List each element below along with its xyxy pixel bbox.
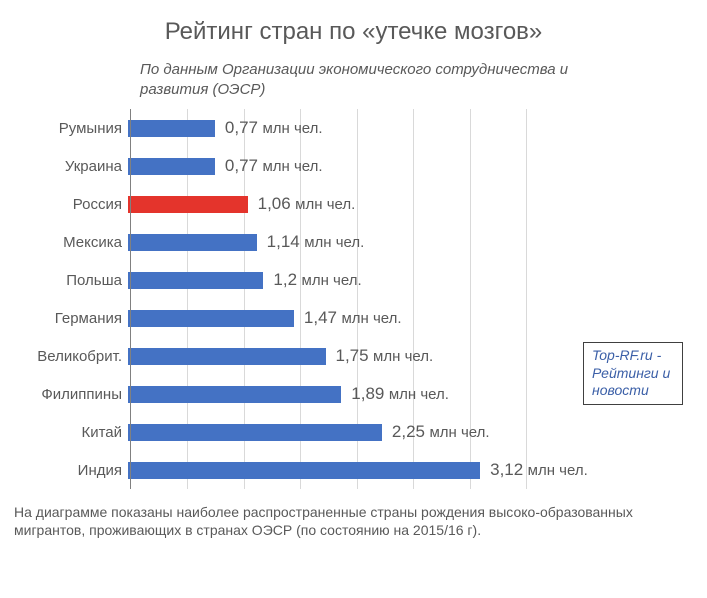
value-label: 3,12 млн чел. [490,460,588,480]
value-number: 2,25 [392,422,425,441]
value-number: 1,2 [273,270,297,289]
category-label: Индия [10,462,128,479]
value-label: 1,89 млн чел. [351,384,449,404]
value-unit: млн чел. [389,386,449,403]
value-label: 2,25 млн чел. [392,422,490,442]
category-label: Мексика [10,234,128,251]
bar [128,386,341,403]
value-number: 0,77 [225,118,258,137]
bar-area: 1,06 млн чел. [128,185,690,223]
value-unit: млн чел. [528,462,588,479]
category-label: Россия [10,196,128,213]
bar [128,348,326,365]
bar-area: 1,47 млн чел. [128,299,690,337]
bar-chart: Румыния 0,77 млн чел. Украина 0,77 млн чел.… [10,109,690,489]
value-unit: млн чел. [373,348,433,365]
category-label: Великобрит. [10,348,128,365]
value-number: 1,75 [336,346,369,365]
table-row: Китай 2,25 млн чел. [10,413,690,451]
category-label: Филиппины [10,386,128,403]
value-label: 0,77 млн чел. [225,118,323,138]
category-label: Польша [10,272,128,289]
value-number: 0,77 [225,156,258,175]
table-row: Индия 3,12 млн чел. [10,451,690,489]
value-label: 1,2 млн чел. [273,270,361,290]
value-number: 1,14 [267,232,300,251]
category-label: Германия [10,310,128,327]
bar [128,462,480,479]
y-axis-line [130,109,131,489]
bar-area: 2,25 млн чел. [128,413,690,451]
value-number: 1,89 [351,384,384,403]
bar [128,310,294,327]
category-label: Румыния [10,120,128,137]
value-number: 1,06 [258,194,291,213]
chart-subtitle: По данным Организации экономического сот… [140,60,580,99]
table-row: Россия 1,06 млн чел. [10,185,690,223]
table-row: Мексика 1,14 млн чел. [10,223,690,261]
value-label: 1,47 млн чел. [304,308,402,328]
bar-area: 3,12 млн чел. [128,451,690,489]
bar-area: 1,2 млн чел. [128,261,690,299]
bar-area: 0,77 млн чел. [128,147,690,185]
value-unit: млн чел. [429,424,489,441]
value-label: 1,06 млн чел. [258,194,356,214]
bar [128,158,215,175]
bar [128,272,263,289]
chart-title: Рейтинг стран по «утечке мозгов» [0,0,707,46]
table-row: Германия 1,47 млн чел. [10,299,690,337]
bar-area: 1,14 млн чел. [128,223,690,261]
category-label: Китай [10,424,128,441]
value-unit: млн чел. [304,234,364,251]
value-unit: млн чел. [295,196,355,213]
table-row: Румыния 0,77 млн чел. [10,109,690,147]
value-unit: млн чел. [262,158,322,175]
bar [128,120,215,137]
value-unit: млн чел. [341,310,401,327]
bar [128,234,257,251]
value-label: 1,75 млн чел. [336,346,434,366]
bar-area: 0,77 млн чел. [128,109,690,147]
value-number: 1,47 [304,308,337,327]
bar [128,424,382,441]
value-unit: млн чел. [262,120,322,137]
value-number: 3,12 [490,460,523,479]
value-label: 1,14 млн чел. [267,232,365,252]
source-attribution-box: Top-RF.ru -Рейтинги иновости [583,342,683,405]
category-label: Украина [10,158,128,175]
bar [128,196,248,213]
value-label: 0,77 млн чел. [225,156,323,176]
table-row: Польша 1,2 млн чел. [10,261,690,299]
value-unit: млн чел. [302,272,362,289]
table-row: Украина 0,77 млн чел. [10,147,690,185]
chart-footer-note: На диаграмме показаны наиболее распростр… [14,503,693,539]
